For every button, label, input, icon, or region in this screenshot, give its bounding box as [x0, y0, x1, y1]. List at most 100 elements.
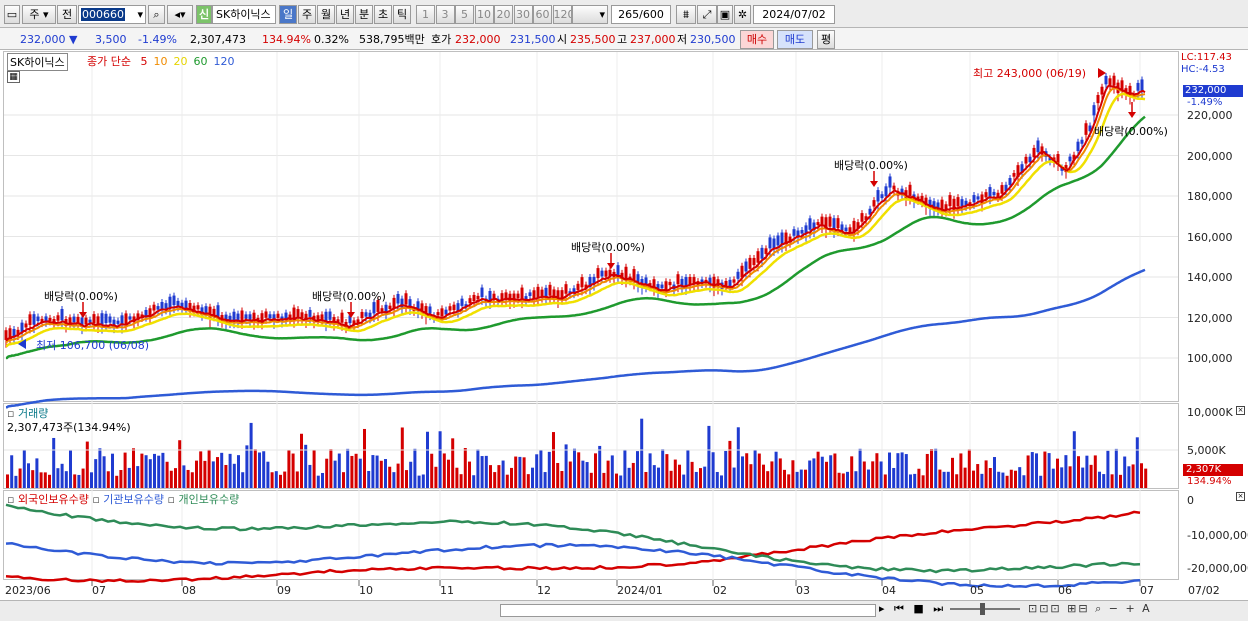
prev-button[interactable]: 전 [57, 5, 77, 24]
candle-body [424, 306, 428, 317]
volume-bar [22, 449, 26, 488]
candle-body [844, 227, 848, 232]
volume-bar [980, 473, 984, 488]
holders-panel[interactable] [3, 490, 1179, 580]
interval-button[interactable]: 3 [435, 5, 455, 24]
candle-body [468, 298, 472, 304]
candle-body [624, 266, 628, 279]
interval-button[interactable]: 1 [416, 5, 435, 24]
trade-amount: 538,795백만 [359, 33, 425, 46]
period-button[interactable]: 주 [298, 5, 316, 24]
x-axis-label: 02 [713, 584, 727, 597]
period-button[interactable]: 일 [279, 5, 297, 24]
volume-bar [1123, 456, 1127, 488]
close-icon[interactable]: × [1236, 406, 1245, 415]
volume-bar [1035, 453, 1038, 488]
volume-bar [606, 460, 610, 488]
candle-body [60, 308, 64, 321]
grid-icon[interactable]: ▦ [7, 71, 20, 83]
eval-button[interactable]: 평 [817, 30, 835, 49]
volume-bar [35, 458, 39, 488]
speaker-icon[interactable]: ◂▾ [167, 5, 193, 24]
candle-body [848, 227, 852, 233]
search-icon[interactable]: ⌕ [148, 5, 165, 24]
low-arrow [18, 339, 26, 349]
candle-body [632, 269, 636, 281]
period-button[interactable]: 년 [336, 5, 354, 24]
volume-bar [573, 448, 576, 488]
candle-body [816, 222, 820, 226]
ma-legend-item: 10 [153, 55, 168, 68]
draw-tool-icon[interactable]: ⤢ [697, 5, 717, 24]
sell-button[interactable]: 매도 [777, 30, 813, 49]
volume-bar [379, 460, 383, 488]
period-button[interactable]: 틱 [393, 5, 411, 24]
ma120-line [5, 268, 1146, 409]
volume-bar [1114, 448, 1118, 488]
volume-bar [753, 449, 757, 488]
candle-body [748, 257, 752, 269]
zoom-handle[interactable] [980, 603, 985, 615]
zoom-tools[interactable]: ⊡⊡⊡ ⊞⊟ ⌕ − + A [1028, 602, 1152, 615]
interval-button[interactable]: 5 [455, 5, 474, 24]
candle-body [92, 314, 96, 324]
x-axis-label: 2023/06 [5, 584, 51, 597]
scroll-thumb[interactable] [500, 604, 876, 617]
candle-body [116, 320, 120, 324]
stock-tag: SK하이닉스 [7, 53, 68, 71]
candle-body [732, 279, 736, 283]
candle-body [284, 312, 288, 320]
gear-icon[interactable]: ✲ [734, 5, 751, 24]
volume-bar [1098, 471, 1101, 488]
period-button[interactable]: 초 [374, 5, 392, 24]
interval-button[interactable]: 20 [494, 5, 513, 24]
holders-tick: -20,000,000 [1187, 562, 1248, 575]
nav-buttons[interactable]: ▸ ⏮ ■ ⏭ [879, 602, 947, 615]
window-menu-icon[interactable]: ▭ [4, 5, 20, 24]
interval-button[interactable]: 120 [552, 5, 572, 24]
candle-body [204, 306, 208, 313]
volume-bar [27, 463, 30, 488]
candle-body [1120, 80, 1124, 91]
count-field[interactable]: 265/600 [611, 5, 671, 24]
volume-bar [522, 457, 526, 488]
volume-bar [988, 468, 992, 488]
candle-body [164, 303, 168, 309]
dividend-label: 배당락(0.00%) [44, 290, 118, 303]
date-input[interactable]: 2024/07/02 [753, 5, 835, 24]
save-icon[interactable]: ▣ [717, 5, 733, 24]
period-button[interactable]: 월 [317, 5, 335, 24]
volume-bar [106, 471, 110, 488]
volume-bar [430, 453, 434, 488]
candle-body [20, 322, 24, 333]
interval-button[interactable]: 30 [513, 5, 533, 24]
volume-bar [552, 432, 555, 488]
candle-body [472, 294, 476, 302]
zoom-slider[interactable] [950, 608, 1020, 610]
volume-bar [392, 472, 396, 488]
x-axis-label: 04 [882, 584, 896, 597]
close-icon[interactable]: × [1236, 492, 1245, 501]
buy-button[interactable]: 매수 [740, 30, 774, 49]
candle-body [784, 232, 788, 243]
period-select[interactable]: 주 ▾ [22, 5, 56, 24]
candle-body [928, 199, 932, 209]
stock-name-field: SK하이닉스 [212, 5, 276, 24]
stock-code-input[interactable]: 000660 ▾ [78, 5, 146, 24]
period-button[interactable]: 분 [355, 5, 373, 24]
chart-type-icon[interactable]: ⩩ [676, 5, 696, 24]
volume-bar [333, 460, 337, 488]
candle-body [1040, 146, 1044, 155]
candle-body [684, 277, 688, 287]
volume-bar [1144, 468, 1148, 488]
candle-body [32, 314, 36, 325]
candle-body [104, 313, 108, 324]
interval-button[interactable]: 10 [474, 5, 494, 24]
volume-bar [942, 471, 946, 488]
volume-bar [199, 451, 203, 488]
interval-select[interactable]: ▾ [572, 5, 608, 24]
candle-body [1004, 184, 1008, 191]
candle-body [56, 315, 60, 321]
interval-button[interactable]: 60 [533, 5, 552, 24]
price-panel[interactable] [3, 51, 1179, 402]
